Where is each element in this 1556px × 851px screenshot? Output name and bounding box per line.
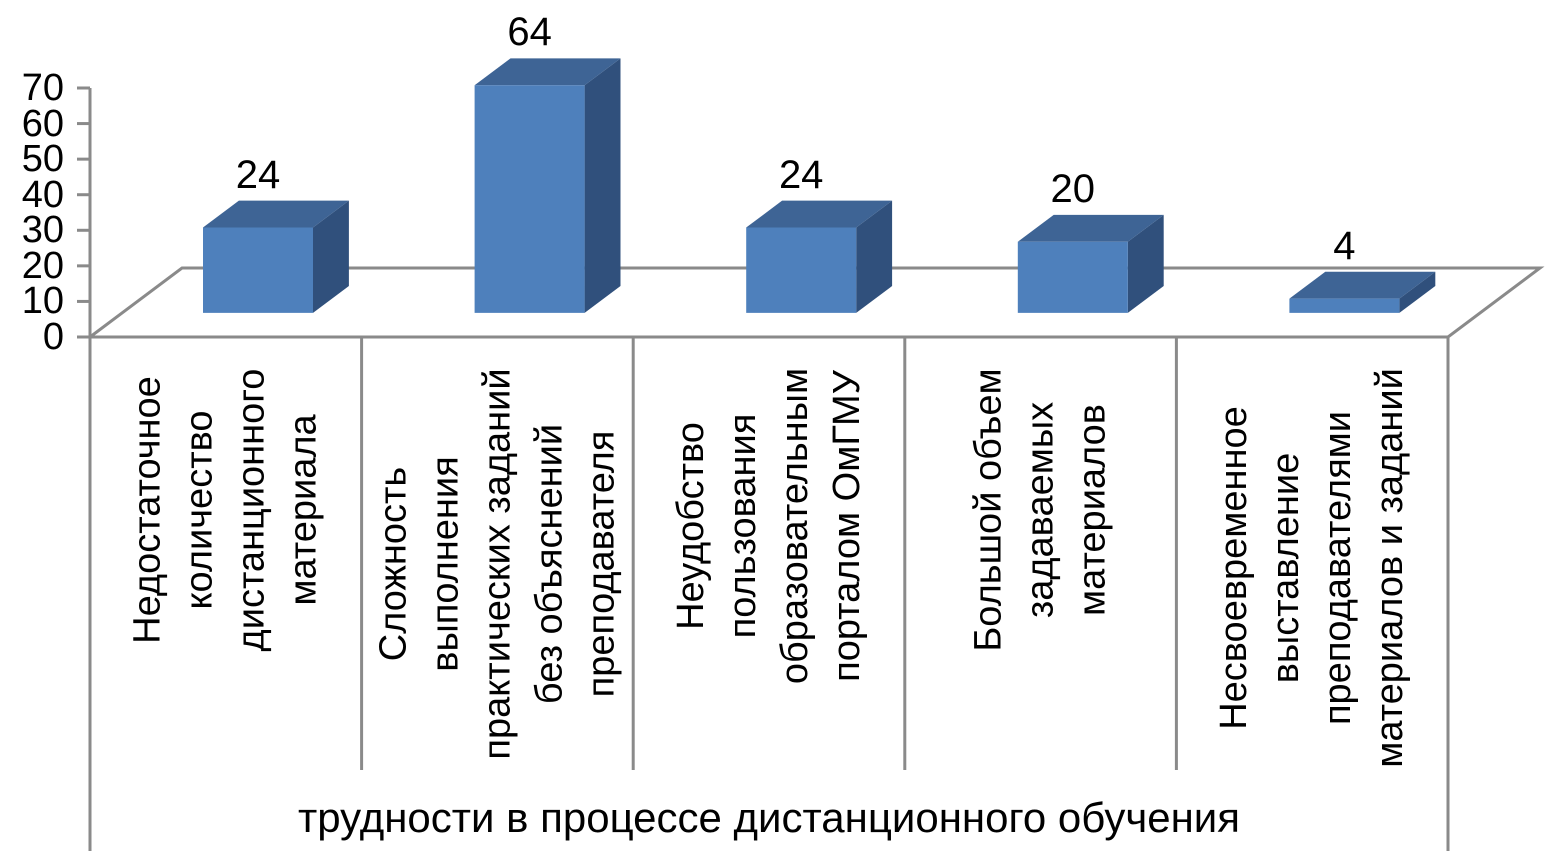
chart-floor [85, 266, 1545, 339]
y-axis-tick-label: 30 [21, 209, 64, 252]
bar-value-label: 4 [1333, 223, 1356, 268]
bar-side-face [1127, 214, 1164, 313]
bar-front-face [1017, 241, 1128, 313]
bar-top-face [203, 200, 349, 228]
y-axis-tick-label: 20 [21, 244, 64, 287]
bar-front-face [203, 227, 313, 313]
bar-value-label: 64 [507, 10, 552, 55]
bar-column [746, 200, 893, 313]
y-axis-tick-label: 10 [21, 280, 64, 323]
bar-value-label: 20 [1050, 166, 1096, 211]
bar-column [203, 200, 349, 313]
bar-value-label: 24 [778, 152, 824, 197]
category-axis-label: Большой объем задаваемых материалов [967, 367, 1114, 652]
bar-side-face [856, 200, 893, 313]
y-axis-tick-label: 60 [21, 102, 64, 145]
bar-front-face [1289, 298, 1400, 313]
bar-column [1289, 271, 1436, 313]
bar-top-face [1017, 214, 1164, 242]
category-axis-label: Сложность выполнения практических задани… [372, 367, 623, 760]
bar-side-face [584, 58, 621, 313]
bar-value-label: 24 [235, 152, 281, 197]
bar-side-face [313, 200, 349, 313]
bar-column [474, 58, 621, 313]
bar-column [1017, 214, 1164, 313]
bar-front-face [746, 227, 857, 313]
y-axis-tick-label: 40 [21, 173, 64, 216]
category-axis-label: Недостаточное количество дистанционного … [126, 368, 325, 651]
bar-side-face [1399, 271, 1436, 313]
y-axis-tick-label: 70 [21, 67, 64, 109]
bar-front-face [474, 85, 585, 313]
x-axis-title: трудности в процессе дистанционного обуч… [297, 794, 1241, 841]
bar-top-face [474, 58, 621, 86]
y-axis-tick-label: 50 [21, 138, 64, 181]
bar-top-face [746, 200, 893, 228]
category-axis-label: Несвоевременное выставление преподавател… [1212, 368, 1411, 768]
bar-top-face [1289, 271, 1436, 299]
y-axis-tick-label: 0 [42, 316, 64, 358]
category-axis-label: Неудобство пользования образовательным п… [670, 367, 869, 685]
